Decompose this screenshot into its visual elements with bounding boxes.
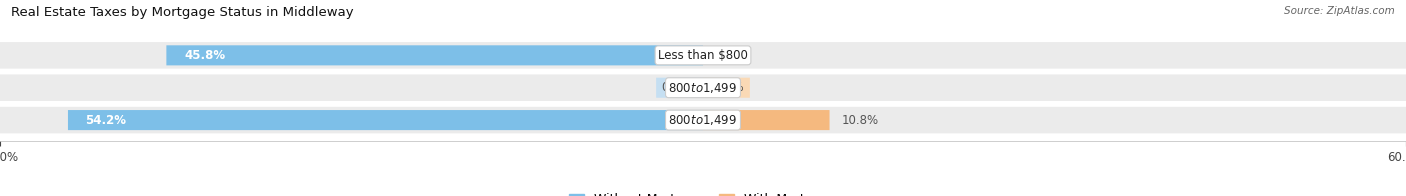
Text: Source: ZipAtlas.com: Source: ZipAtlas.com <box>1284 6 1395 16</box>
FancyBboxPatch shape <box>703 110 830 130</box>
FancyBboxPatch shape <box>0 42 1406 69</box>
FancyBboxPatch shape <box>0 107 1406 133</box>
FancyBboxPatch shape <box>166 45 703 65</box>
Text: 45.8%: 45.8% <box>184 49 225 62</box>
FancyBboxPatch shape <box>703 78 749 98</box>
FancyBboxPatch shape <box>657 78 703 98</box>
Legend: Without Mortgage, With Mortgage: Without Mortgage, With Mortgage <box>564 188 842 196</box>
Text: 54.2%: 54.2% <box>86 113 127 127</box>
Text: $800 to $1,499: $800 to $1,499 <box>668 113 738 127</box>
FancyBboxPatch shape <box>0 74 1406 101</box>
Text: 0.0%: 0.0% <box>714 81 744 94</box>
Text: $800 to $1,499: $800 to $1,499 <box>668 81 738 95</box>
Text: 10.8%: 10.8% <box>841 113 879 127</box>
Text: Real Estate Taxes by Mortgage Status in Middleway: Real Estate Taxes by Mortgage Status in … <box>11 6 354 19</box>
Text: 0.0%: 0.0% <box>714 49 744 62</box>
FancyBboxPatch shape <box>67 110 703 130</box>
Text: Less than $800: Less than $800 <box>658 49 748 62</box>
Text: 0.0%: 0.0% <box>662 81 692 94</box>
